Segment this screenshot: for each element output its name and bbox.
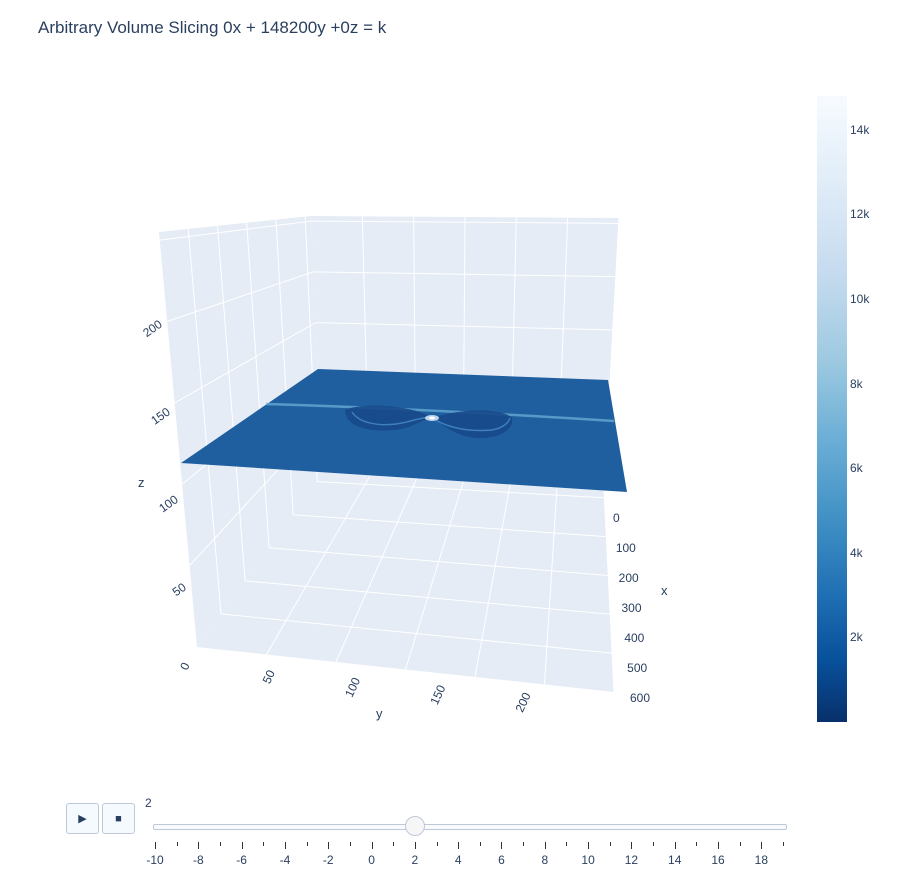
slider-tick xyxy=(588,842,590,849)
slider-track[interactable] xyxy=(153,824,787,830)
x-tick-label: 300 xyxy=(622,601,642,615)
x-tick-label: 200 xyxy=(619,571,639,585)
slider-tick xyxy=(631,842,633,849)
z-tick-label: 50 xyxy=(170,580,189,599)
slider-tick xyxy=(176,842,178,846)
slider-tick-label: -8 xyxy=(192,853,204,867)
axis-titles: x y z xyxy=(138,475,668,721)
play-icon: ▶ xyxy=(78,813,87,825)
slider-tick xyxy=(393,842,395,846)
slider-tick-label: -10 xyxy=(146,853,164,867)
colorbar-tick-label: 10k xyxy=(850,292,870,307)
slider-tick-label: 0 xyxy=(368,853,375,867)
x-tick-label: 600 xyxy=(630,691,650,705)
slider-tick xyxy=(566,842,568,846)
y-tick-label: 50 xyxy=(260,668,278,686)
slider-tick xyxy=(219,842,221,846)
colorbar-tick-label: 14k xyxy=(850,122,870,137)
slider-tick xyxy=(241,842,243,849)
slider-tick xyxy=(783,842,784,846)
3d-scene[interactable]: 0 100 200 300 400 500 600 0 50 100 150 200 50 100 150 2… xyxy=(0,0,923,780)
slider-tick-label: -6 xyxy=(236,853,247,867)
y-tick-label: 0 xyxy=(177,660,193,672)
slider-tick xyxy=(155,842,156,849)
y-tick-label: 200 xyxy=(513,690,534,714)
slider-tick xyxy=(501,842,503,849)
colorbar-tick-label: 6k xyxy=(850,461,863,476)
slider-tick-label: 8 xyxy=(541,853,549,867)
x-tick-label: 0 xyxy=(613,511,620,525)
slider-tick-label: 6 xyxy=(498,853,505,867)
z-axis-title: z xyxy=(138,475,145,490)
colorbar-tick-label: 4k xyxy=(850,545,863,560)
slider-tick-label: 4 xyxy=(454,853,462,867)
slider-tick xyxy=(328,842,330,849)
colorbar xyxy=(817,96,847,722)
slider-tick xyxy=(761,842,763,849)
slider-handle[interactable] xyxy=(404,816,425,836)
slice-surface[interactable] xyxy=(181,369,627,492)
slider-tick xyxy=(544,842,546,849)
slider-tick xyxy=(609,842,611,846)
z-tick-label: 200 xyxy=(140,317,165,340)
x-tick-label: 500 xyxy=(627,661,647,675)
slider-tick xyxy=(739,842,741,846)
y-axis-title: y xyxy=(376,706,383,721)
slider-tick xyxy=(349,842,351,846)
colorbar-tick-label: 8k xyxy=(850,376,863,391)
slider-tick xyxy=(479,842,481,846)
x-axis-title: x xyxy=(661,583,668,598)
slider-tick-label: 14 xyxy=(668,853,682,867)
slider-current-value: 2 xyxy=(145,796,152,810)
slider-tick xyxy=(284,842,286,849)
slider-tick xyxy=(436,842,438,846)
slider-tick xyxy=(696,842,698,846)
z-tick-label: 100 xyxy=(156,492,181,515)
slider-tick xyxy=(653,842,655,846)
chart-title: Arbitrary Volume Slicing 0x + 148200y +0… xyxy=(38,18,387,37)
play-button[interactable]: ▶ xyxy=(66,803,99,834)
y-tick-label: 100 xyxy=(342,675,363,699)
slider-tick-label: 10 xyxy=(581,853,595,867)
colorbar-tick-label: 2k xyxy=(850,630,863,645)
slider-tick-label: 2 xyxy=(411,853,419,867)
slider-tick xyxy=(414,842,416,849)
z-tick-label: 150 xyxy=(148,404,173,427)
stop-button[interactable]: ■ xyxy=(102,803,135,834)
x-tick-label: 100 xyxy=(616,541,636,555)
slider-tick-label: 18 xyxy=(754,853,769,867)
x-tick-label: 400 xyxy=(624,631,644,645)
slider-tick xyxy=(263,842,265,846)
slider-tick xyxy=(718,842,720,849)
slider-tick xyxy=(458,842,460,849)
slider-tick-label: 16 xyxy=(711,853,725,867)
slider-tick xyxy=(371,842,373,849)
slider-tick xyxy=(306,842,308,846)
floor-plane xyxy=(197,475,614,692)
slider-tick xyxy=(198,842,200,849)
y-tick-label: 150 xyxy=(427,683,448,707)
slider-tick-label: -2 xyxy=(322,853,334,867)
slider-tick xyxy=(523,842,525,846)
slider-tick xyxy=(674,842,676,849)
stop-icon: ■ xyxy=(115,812,122,825)
slider-tick-label: 12 xyxy=(624,853,639,867)
slider-tick-label: -4 xyxy=(279,853,291,867)
colorbar-tick-label: 12k xyxy=(850,207,870,222)
